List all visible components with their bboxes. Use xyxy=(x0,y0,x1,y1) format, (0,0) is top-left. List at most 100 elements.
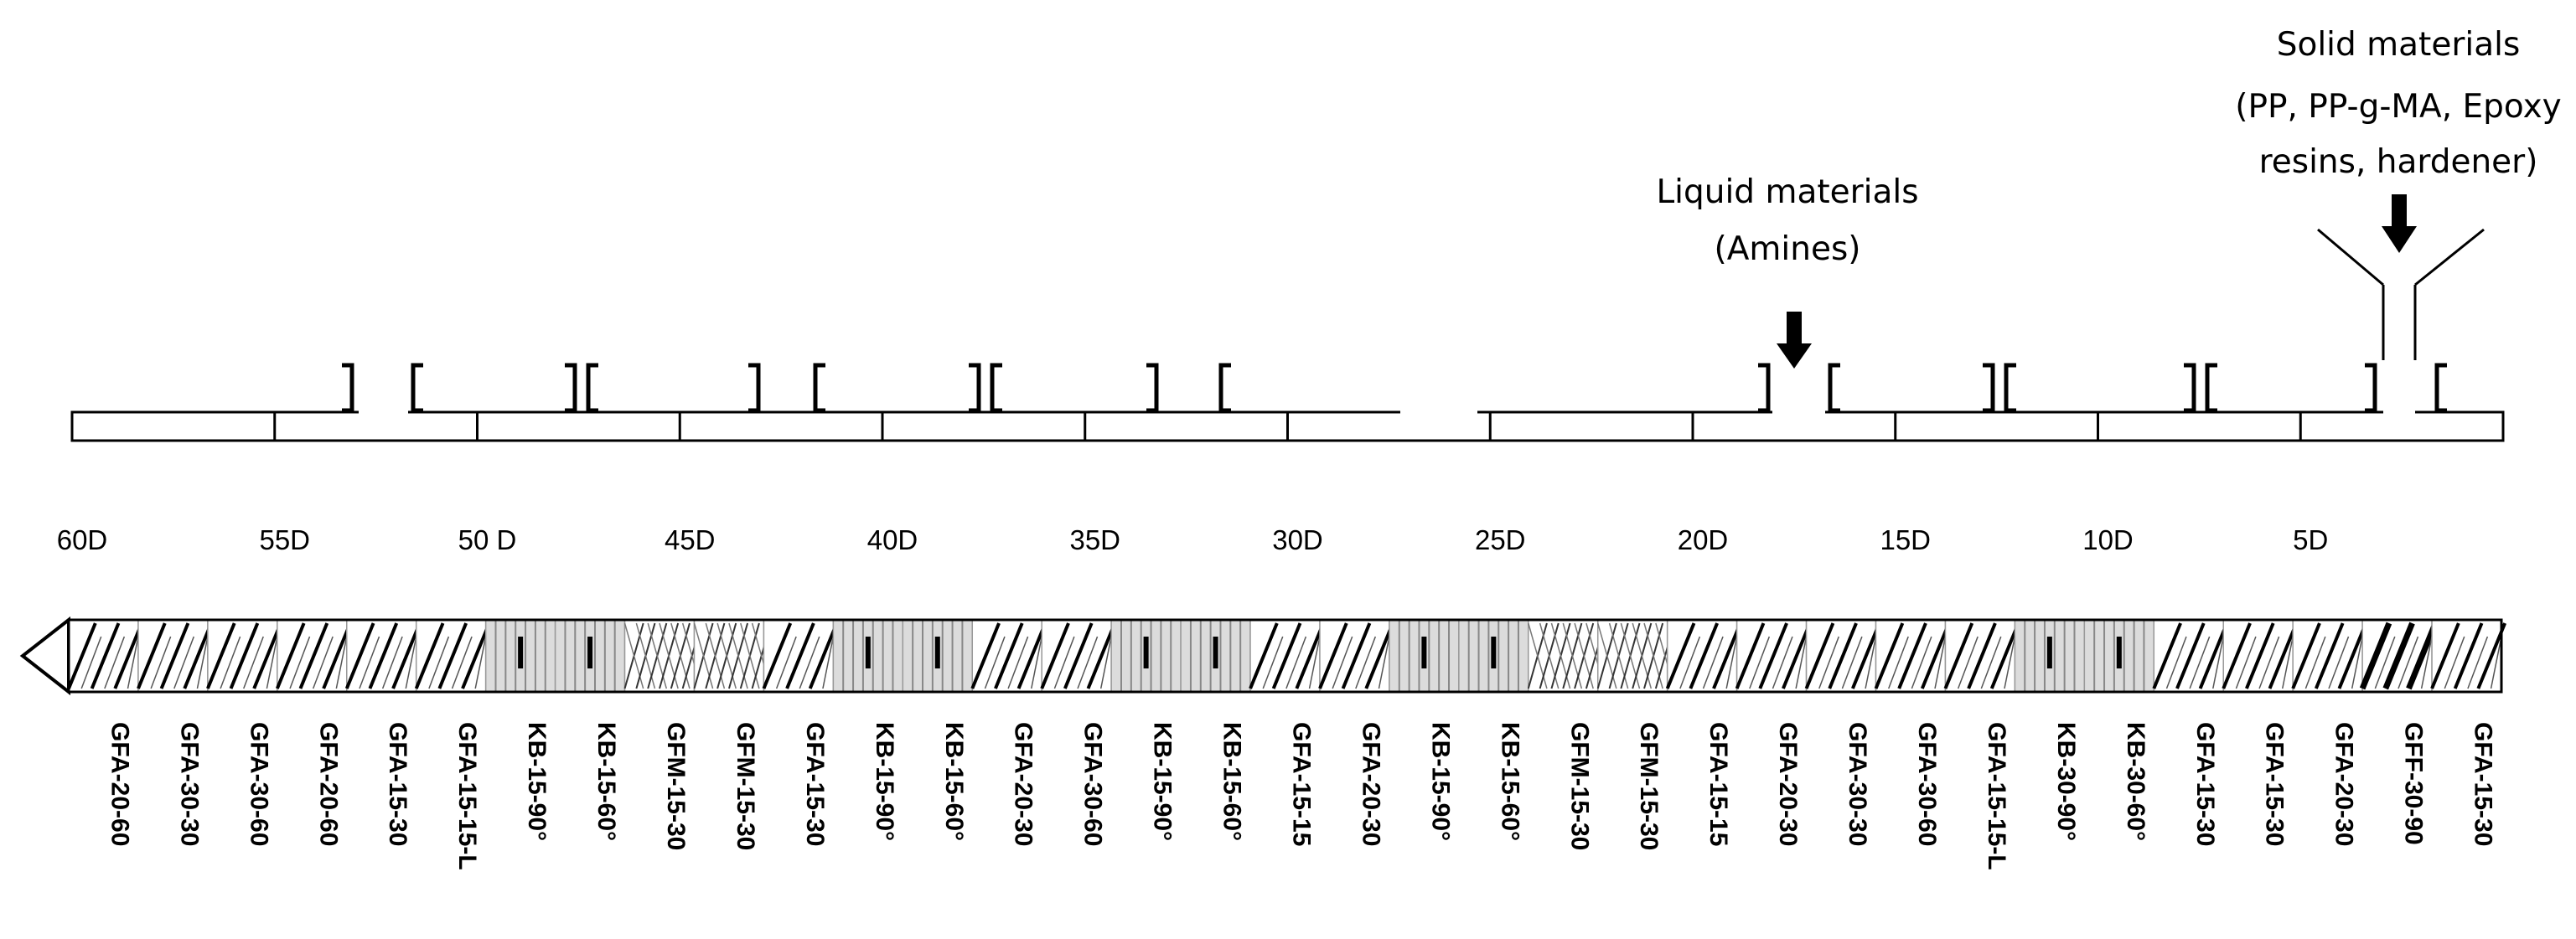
barrel-position-label: 45D xyxy=(665,524,716,555)
screw-element-gfa xyxy=(2222,619,2299,693)
solid-annotation-line-3: resins, hardener) xyxy=(2259,143,2538,181)
barrel-bracket xyxy=(990,363,1002,413)
barrel-bracket xyxy=(2004,363,2016,413)
screw-element-label: GFA-20-60 xyxy=(314,722,342,846)
screw-element-kb xyxy=(1110,619,1182,693)
barrel-bracket xyxy=(2184,363,2196,413)
screw-element-gfa xyxy=(275,619,352,693)
screw-element-kb xyxy=(2083,619,2155,693)
screw-element-label: GFF-30-90 xyxy=(2400,722,2428,845)
screw-element-label: GFA-20-30 xyxy=(1774,722,1802,846)
screw-element-gfa xyxy=(1040,619,1117,693)
solid-annotation-line-2: (PP, PP-g-MA, Epoxy xyxy=(2235,88,2561,126)
barrel-position-label: 25D xyxy=(1475,524,1526,555)
screw-element-label: GFA-15-15-L xyxy=(1983,722,2010,870)
barrel-bracket xyxy=(342,363,354,413)
screw-element-label: KB-15-60° xyxy=(592,722,620,841)
screw-element-kb xyxy=(484,619,556,693)
barrel-position-label: 55D xyxy=(259,524,310,555)
barrel-opening xyxy=(359,410,408,415)
barrel-position-label: 20D xyxy=(1678,524,1729,555)
solid-feed-arrow-icon xyxy=(2382,194,2417,253)
screw-element-label: KB-15-90° xyxy=(1426,722,1454,841)
barrel-position-label: 35D xyxy=(1069,524,1120,555)
screw-element-kb xyxy=(554,619,626,693)
barrel-opening xyxy=(1772,410,1825,415)
screw-element-gfa xyxy=(1874,619,1951,693)
screw-element-gfa xyxy=(1804,619,1881,693)
screw-element-label: GFM-15-30 xyxy=(1635,722,1663,850)
screw-element-gfa xyxy=(1249,619,1325,693)
barrel-opening xyxy=(2383,410,2415,415)
screw-element-gfa xyxy=(762,619,839,693)
screw-element-gfa xyxy=(414,619,491,693)
screw-element-label: KB-30-60° xyxy=(2122,722,2149,841)
barrel-bracket xyxy=(1146,363,1159,413)
screw-element-gfm xyxy=(1596,619,1675,693)
screw-element-label: GFM-15-30 xyxy=(662,722,690,850)
screw-element-label: KB-15-90° xyxy=(871,722,898,841)
solid-annotation-line-1: Solid materials xyxy=(2277,26,2521,64)
liquid-feed-arrow-icon xyxy=(1777,312,1812,369)
screw-element-gfa xyxy=(2430,619,2506,693)
screw-outline xyxy=(67,618,2503,694)
barrel-position-label: 40D xyxy=(867,524,918,555)
screw-element-kb xyxy=(2014,619,2086,693)
screw-element-label: KB-30-90° xyxy=(2052,722,2080,841)
screw-element-gfa xyxy=(1318,619,1394,693)
screw-profile xyxy=(19,616,2506,696)
barrel-bracket xyxy=(411,363,423,413)
barrel-position-labels: 60D 55D 50 D 45D 40D 35D 30D 25D 20D 15D 10D 5D xyxy=(57,524,2329,555)
screw-element-kb xyxy=(1180,619,1251,693)
screw-element-label: GFA-15-30 xyxy=(2261,722,2289,846)
screw-element-label: GFA-15-15 xyxy=(1704,722,1732,846)
screw-element-kb xyxy=(1458,619,1529,693)
screw-element-label: GFA-15-30 xyxy=(801,722,829,846)
screw-element-label: GFA-20-30 xyxy=(1357,722,1384,846)
barrel-position-label: 10D xyxy=(2082,524,2134,555)
barrel-bracket xyxy=(1758,363,1771,413)
screw-element-gfa xyxy=(67,619,143,693)
screw-element-label: GFA-30-30 xyxy=(1844,722,1871,846)
screw-element-label: GFA-30-60 xyxy=(1913,722,1941,846)
screw-element-label: KB-15-60° xyxy=(1496,722,1523,841)
barrel-position-label: 5D xyxy=(2293,524,2328,555)
screw-element-gfa xyxy=(2291,619,2368,693)
solid-feed-annotation: Solid materials (PP, PP-g-MA, Epoxy resi… xyxy=(2235,26,2561,181)
screw-element-labels: GFA-20-60 GFA-30-30 GFA-30-60 GFA-20-60 GFA-… xyxy=(106,722,2496,870)
screw-element-gfa xyxy=(344,619,422,693)
screw-element-gfm xyxy=(693,619,772,693)
screw-element-label: KB-15-60° xyxy=(1218,722,1246,841)
screw-element-label: GFA-15-30 xyxy=(384,722,411,846)
screw-element-label: GFA-15-15-L xyxy=(453,722,481,870)
barrel-bracket xyxy=(586,363,598,413)
barrel-bracket xyxy=(969,363,981,413)
screw-element-label: KB-15-90° xyxy=(1149,722,1177,841)
screw-element-gfa xyxy=(1665,619,1742,693)
liquid-feed-annotation: Liquid materials (Amines) xyxy=(1656,173,1918,268)
screw-element-gfm xyxy=(1527,619,1606,693)
screw-tip-icon xyxy=(19,616,70,696)
screw-element-kb xyxy=(1389,619,1460,693)
screw-element-kb xyxy=(832,619,904,693)
screw-element-gfm xyxy=(623,619,702,693)
barrel-bracket xyxy=(2205,363,2217,413)
liquid-annotation-line-2: (Amines) xyxy=(1715,230,1861,268)
barrel-bracket xyxy=(565,363,577,413)
screw-element-gfa xyxy=(2152,619,2229,693)
barrel-bracket xyxy=(813,363,825,413)
barrel-bracket xyxy=(1218,363,1231,413)
screw-element-label: GFM-15-30 xyxy=(1565,722,1593,850)
barrel-bracket xyxy=(2434,363,2447,413)
screw-element-gfa xyxy=(1943,619,2020,693)
barrel-bracket xyxy=(1828,363,1840,413)
barrel-opening xyxy=(1400,410,1477,415)
screw-element-label: GFA-20-60 xyxy=(106,722,133,846)
screw-element-gfa xyxy=(137,619,213,693)
screw-element-label: GFA-15-15 xyxy=(1288,722,1316,846)
screw-element-label: GFA-20-30 xyxy=(1010,722,1037,846)
screw-element-label: GFA-15-30 xyxy=(2470,722,2497,846)
barrel-position-label: 15D xyxy=(1880,524,1931,555)
screw-element-label: GFA-20-30 xyxy=(2330,722,2358,846)
